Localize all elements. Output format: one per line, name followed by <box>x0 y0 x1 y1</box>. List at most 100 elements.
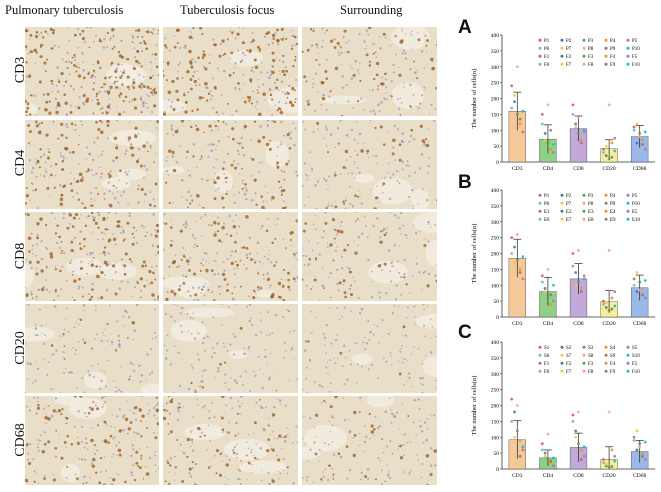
chart-a-legend-marker <box>560 54 564 58</box>
chart-c-ytick-label: 200 <box>491 404 500 410</box>
chart-c-point <box>574 435 578 439</box>
chart-a-legend-f7: F7 <box>566 63 572 68</box>
chart-a-ytick-label: 150 <box>491 112 500 118</box>
chart-b-legend-marker <box>560 209 564 213</box>
chart-a-point <box>579 141 583 145</box>
chart-a-point <box>543 132 547 135</box>
chart-c-legend-marker <box>626 369 630 373</box>
chart-c-point <box>513 410 516 414</box>
chart-a-legend-f6: F6 <box>544 63 550 68</box>
chart-c-legend-marker <box>560 369 564 373</box>
chart-a-legend-marker <box>538 38 542 42</box>
chart-a-legend-marker <box>582 54 586 58</box>
chart-a-point <box>549 147 553 151</box>
chart-a-point <box>643 130 647 134</box>
chart-c-legend-marker <box>626 345 630 349</box>
chart-a-point <box>513 93 516 97</box>
chart-a-legend-f4: F4 <box>610 55 616 60</box>
chart-c-point <box>602 458 605 461</box>
panel-letter-b: B <box>458 172 472 193</box>
chart-c-legend-f8: F8 <box>588 370 594 375</box>
chart-a-point <box>635 141 639 145</box>
chart-c-point <box>540 448 544 452</box>
chart-b-point <box>571 264 575 268</box>
chart-c-point <box>510 397 514 401</box>
chart-c-ytick-label: 250 <box>491 388 500 394</box>
chart-c-point <box>604 462 608 466</box>
chart-b-legend-p9: P9 <box>610 202 616 207</box>
chart-b-legend-marker <box>582 201 586 205</box>
chart-b-point <box>543 290 547 293</box>
chart-c-legend-s9: S9 <box>610 354 616 359</box>
chart-a-point <box>641 138 644 142</box>
chart-b-point <box>582 277 586 281</box>
chart-b-ytick-label: 350 <box>491 204 500 210</box>
chart-c-legend-f4: F4 <box>610 362 616 367</box>
chart-b-legend-marker <box>626 201 630 205</box>
chart-b-point <box>521 255 525 259</box>
micrograph-cd3-1 <box>25 27 159 116</box>
chart-b-point <box>543 287 547 290</box>
chart-c-point <box>610 465 614 468</box>
chart-b-legend-p8: P8 <box>588 202 594 207</box>
chart-b-ylabel: The number of cells(n) <box>471 224 478 284</box>
chart-b-point <box>574 271 578 274</box>
chart-b-xtick-cd20: CD20 <box>603 321 616 327</box>
chart-b-legend-e4: E4 <box>610 210 616 215</box>
chart-c-legend-marker <box>582 369 586 373</box>
chart-c-point <box>515 404 519 407</box>
chart-a-point <box>574 122 578 126</box>
chart-a-point <box>549 128 553 132</box>
chart-c-point <box>643 458 647 461</box>
chart-c-legend-marker <box>582 353 586 357</box>
bar-chart-c: The number of cells(n) 0 50 100 150 200 250 300… <box>470 337 660 492</box>
chart-a-point <box>632 125 636 129</box>
chart-b-point <box>607 248 611 252</box>
chart-a-legend-f3: F3 <box>588 55 594 60</box>
column-title-surrounding: Surrounding <box>340 3 403 17</box>
chart-a-legend-marker <box>626 62 630 66</box>
chart-b-xtick-cd68: CD68 <box>633 321 646 327</box>
chart-b-xtick-cd8: CD8 <box>573 321 584 327</box>
chart-c-point <box>632 435 636 439</box>
chart-a-legend-p7: P7 <box>566 47 572 52</box>
chart-c-point <box>574 429 578 433</box>
chart-c-xtick-cd3: CD3 <box>512 473 523 479</box>
chart-c-point <box>546 458 550 461</box>
chart-c-legend-f5: F5 <box>632 362 638 367</box>
chart-c-legend-marker <box>560 361 564 365</box>
chart-c-point <box>579 448 583 452</box>
chart-a-point <box>638 132 642 135</box>
chart-a-ytick-label: 50 <box>494 144 500 150</box>
chart-a-legend-marker <box>582 62 586 66</box>
chart-b-point <box>577 248 580 252</box>
chart-c-point <box>549 459 553 463</box>
chart-a-legend-f10: F10 <box>632 63 640 68</box>
chart-b-point <box>607 309 611 313</box>
chart-a-legend-f9: F9 <box>610 63 616 68</box>
chart-b-point <box>552 299 555 303</box>
chart-b-point <box>518 271 522 274</box>
chart-b-point <box>518 267 522 271</box>
chart-c-ytick-label: 50 <box>494 451 500 457</box>
chart-b-point <box>540 274 544 278</box>
chart-b-point <box>513 245 516 249</box>
chart-a-legend-f2: F2 <box>566 55 572 60</box>
chart-c-legend-s1: S1 <box>544 346 550 351</box>
chart-c-ytick-label: 150 <box>491 419 500 425</box>
chart-a-legend-marker <box>626 54 630 58</box>
chart-a-point <box>602 147 605 151</box>
chart-b-legend-p2: P2 <box>566 194 572 199</box>
chart-c-legend-s4: S4 <box>610 346 616 351</box>
chart-b-legend-marker <box>582 209 586 213</box>
chart-c-legend-s7: S7 <box>566 354 572 359</box>
chart-b-legend-marker <box>604 193 608 197</box>
chart-a-point <box>510 106 514 110</box>
chart-c-point <box>543 454 547 458</box>
chart-b-legend-e10: E10 <box>632 218 641 223</box>
chart-b-legend-marker <box>582 217 586 221</box>
chart-c-ytick-label: 300 <box>491 372 500 378</box>
chart-b-legend-marker <box>538 201 542 205</box>
chart-c-point <box>638 442 642 445</box>
chart-a-legend-p1: P1 <box>544 39 550 44</box>
